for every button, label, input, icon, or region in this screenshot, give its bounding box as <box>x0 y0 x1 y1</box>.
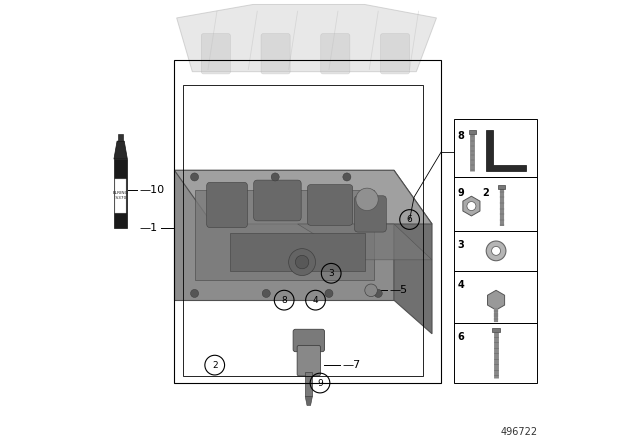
Text: 6: 6 <box>407 215 412 224</box>
Polygon shape <box>305 396 312 405</box>
Text: 6: 6 <box>458 332 464 341</box>
Text: 3: 3 <box>328 269 334 278</box>
Bar <box>454 177 538 231</box>
Circle shape <box>296 255 309 269</box>
Bar <box>454 323 538 383</box>
Polygon shape <box>486 130 526 171</box>
Polygon shape <box>463 196 480 216</box>
Circle shape <box>374 289 382 297</box>
Polygon shape <box>195 190 374 280</box>
Circle shape <box>467 202 476 211</box>
Polygon shape <box>298 224 432 260</box>
Bar <box>184 85 423 376</box>
FancyBboxPatch shape <box>307 185 353 225</box>
Bar <box>454 119 538 177</box>
Circle shape <box>191 173 198 181</box>
Circle shape <box>289 249 316 276</box>
FancyBboxPatch shape <box>355 196 387 232</box>
FancyBboxPatch shape <box>380 34 410 74</box>
Text: 8: 8 <box>458 131 465 141</box>
Polygon shape <box>114 141 127 159</box>
Circle shape <box>191 289 198 297</box>
FancyBboxPatch shape <box>293 329 324 352</box>
Circle shape <box>343 173 351 181</box>
Circle shape <box>492 246 500 255</box>
Text: —10: —10 <box>140 185 164 195</box>
Bar <box>454 271 538 323</box>
Circle shape <box>486 241 506 261</box>
Bar <box>493 328 500 332</box>
Polygon shape <box>394 170 432 334</box>
Text: 3: 3 <box>458 240 464 250</box>
Bar <box>468 130 476 134</box>
Text: 496722: 496722 <box>500 427 538 437</box>
FancyBboxPatch shape <box>297 345 321 376</box>
Text: 2: 2 <box>212 361 218 370</box>
Bar <box>454 231 538 271</box>
Text: ELRING
 S370: ELRING S370 <box>113 191 129 200</box>
Text: 4: 4 <box>458 280 464 290</box>
Text: —5: —5 <box>389 285 408 295</box>
Text: 8: 8 <box>282 296 287 305</box>
Circle shape <box>356 188 378 211</box>
Circle shape <box>365 284 378 297</box>
Text: 9: 9 <box>317 379 323 388</box>
Polygon shape <box>230 233 365 271</box>
Bar <box>118 134 123 141</box>
Bar <box>114 159 127 228</box>
FancyBboxPatch shape <box>207 182 248 228</box>
Text: 9: 9 <box>458 188 464 198</box>
Bar <box>174 60 441 383</box>
Bar <box>305 372 312 396</box>
Polygon shape <box>174 170 432 224</box>
FancyBboxPatch shape <box>253 180 301 221</box>
Polygon shape <box>174 170 394 300</box>
FancyBboxPatch shape <box>321 34 350 74</box>
FancyBboxPatch shape <box>202 34 230 74</box>
Circle shape <box>271 173 279 181</box>
Polygon shape <box>177 4 436 72</box>
FancyBboxPatch shape <box>261 34 290 74</box>
Circle shape <box>262 289 270 297</box>
Polygon shape <box>488 290 504 310</box>
Text: 4: 4 <box>313 296 318 305</box>
Circle shape <box>325 289 333 297</box>
Text: —1: —1 <box>140 224 158 233</box>
Text: —7: —7 <box>342 360 361 370</box>
Bar <box>115 179 127 213</box>
Text: 2: 2 <box>482 188 489 198</box>
Bar <box>499 185 506 189</box>
